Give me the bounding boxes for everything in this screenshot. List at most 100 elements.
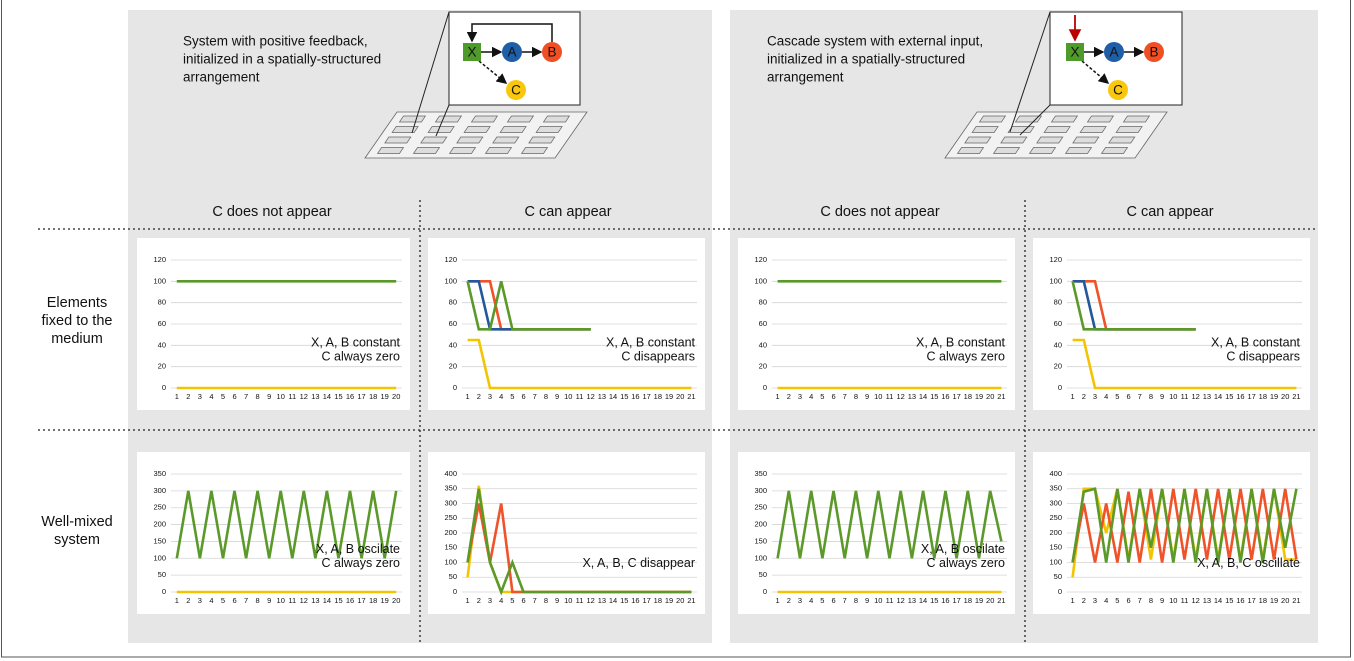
grid-cell	[470, 115, 499, 123]
x-tick-label: 17	[357, 392, 365, 401]
x-tick-label: 1	[466, 392, 470, 401]
x-tick-label: 19	[381, 392, 389, 401]
x-tick-label: 4	[809, 596, 813, 605]
x-tick-label: 8	[256, 392, 260, 401]
x-tick-label: 17	[642, 596, 650, 605]
grid-cell	[535, 126, 563, 133]
y-tick-label: 150	[444, 543, 457, 552]
x-tick-label: 19	[665, 392, 673, 401]
node-label: X	[467, 45, 476, 60]
y-tick-label: 0	[162, 587, 166, 596]
x-tick-label: 9	[865, 596, 869, 605]
y-tick-label: 0	[453, 383, 457, 392]
x-tick-label: 1	[466, 596, 470, 605]
annotation: X, A, B constant	[916, 336, 1005, 350]
annotation: X, A, B, C disappear	[582, 556, 695, 570]
x-tick-label: 17	[642, 392, 650, 401]
node-label: B	[547, 45, 556, 60]
node-a	[502, 42, 522, 62]
y-tick-label: 40	[158, 340, 166, 349]
y-tick-label: 400	[1049, 469, 1062, 478]
x-tick-label: 10	[1169, 596, 1177, 605]
x-tick-label: 13	[311, 596, 319, 605]
y-tick-label: 100	[1049, 276, 1062, 285]
y-tick-label: 60	[1054, 319, 1062, 328]
x-tick-label: 16	[1236, 392, 1244, 401]
y-tick-label: 250	[1049, 513, 1062, 522]
node-label: C	[1113, 83, 1123, 98]
x-tick-label: 18	[1259, 392, 1267, 401]
grid-cell	[528, 136, 556, 144]
series-line	[175, 490, 398, 559]
grid-cell	[1079, 126, 1107, 133]
x-tick-label: 17	[952, 596, 960, 605]
annotation: X, A, B constant	[311, 336, 400, 350]
x-tick-label: 16	[631, 596, 639, 605]
x-tick-label: 14	[1214, 392, 1222, 401]
y-tick-label: 300	[153, 486, 166, 495]
grid-cell	[499, 126, 527, 133]
x-tick-label: 3	[1093, 392, 1097, 401]
y-tick-label: 150	[153, 536, 166, 545]
panel-title: arrangement	[183, 70, 260, 85]
grid-cell	[463, 126, 491, 133]
y-tick-label: 250	[153, 503, 166, 512]
grid-cell	[391, 126, 419, 133]
x-tick-label: 14	[323, 392, 331, 401]
x-tick-label: 13	[311, 392, 319, 401]
x-tick-label: 16	[346, 392, 354, 401]
x-tick-label: 2	[477, 596, 481, 605]
zoom-line	[411, 11, 450, 134]
y-tick-label: 0	[453, 587, 457, 596]
annotation: X, A, B oscilate	[316, 542, 400, 556]
y-tick-label: 150	[1049, 543, 1062, 552]
grid-cell	[1108, 136, 1136, 144]
row-label: Elements	[47, 295, 107, 311]
y-tick-label: 0	[162, 383, 166, 392]
y-tick-label: 50	[158, 570, 166, 579]
x-tick-label: 19	[1270, 596, 1278, 605]
x-tick-label: 7	[244, 392, 248, 401]
x-tick-label: 8	[1149, 392, 1153, 401]
grid-cell	[520, 147, 549, 154]
series-line	[1072, 338, 1297, 390]
x-tick-label: 13	[598, 392, 606, 401]
x-tick-label: 14	[919, 392, 927, 401]
grid-cell	[956, 147, 985, 154]
x-tick-label: 13	[1203, 596, 1211, 605]
x-tick-label: 6	[521, 596, 525, 605]
x-tick-label: 11	[886, 392, 894, 401]
y-tick-label: 100	[444, 557, 457, 566]
grid-cell	[456, 136, 484, 144]
x-tick-label: 6	[831, 596, 835, 605]
x-tick-label: 16	[941, 392, 949, 401]
y-tick-label: 40	[759, 340, 767, 349]
row-label: system	[54, 532, 100, 548]
x-tick-label: 6	[232, 596, 236, 605]
x-tick-label: 15	[334, 392, 342, 401]
x-tick-label: 3	[198, 392, 202, 401]
y-tick-label: 350	[1049, 484, 1062, 493]
x-tick-label: 17	[952, 392, 960, 401]
x-tick-label: 2	[787, 392, 791, 401]
x-tick-label: 8	[854, 596, 858, 605]
x-tick-label: 7	[533, 596, 537, 605]
grid-cell	[542, 115, 571, 123]
x-tick-label: 4	[499, 596, 503, 605]
diagram: X A B C	[448, 11, 581, 106]
node-label: A	[507, 45, 516, 60]
grid-cell	[492, 136, 520, 144]
x-tick-label: 15	[334, 596, 342, 605]
y-tick-label: 150	[754, 536, 767, 545]
x-tick-label: 3	[798, 596, 802, 605]
x-tick-label: 13	[908, 596, 916, 605]
x-tick-label: 6	[232, 392, 236, 401]
x-tick-label: 5	[1115, 596, 1119, 605]
y-tick-label: 300	[1049, 498, 1062, 507]
y-tick-label: 80	[158, 298, 166, 307]
series-line	[1071, 487, 1298, 563]
annotation: X, A, B, C oscillate	[1197, 556, 1300, 570]
x-tick-label: 1	[1071, 596, 1075, 605]
